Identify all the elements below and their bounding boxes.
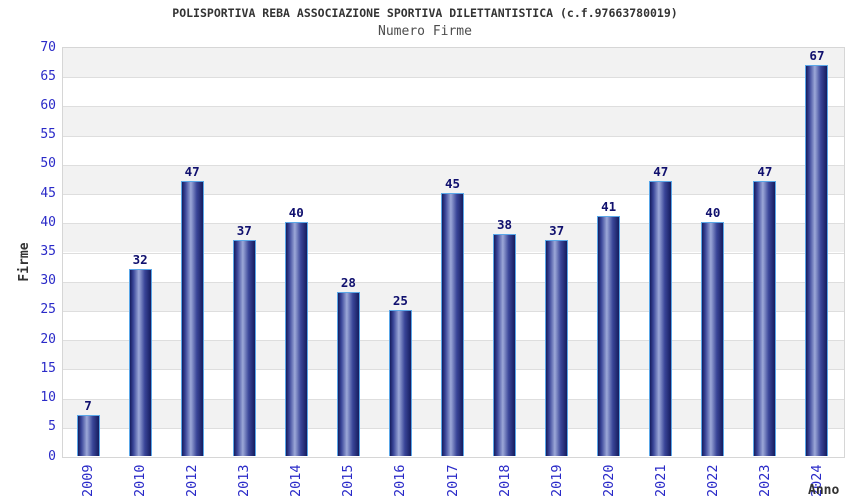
bar-value-label: 25: [392, 292, 408, 308]
bar-value-label: 32: [132, 252, 148, 268]
bar-2019: [545, 239, 569, 456]
x-tick-label: 2019: [548, 464, 565, 497]
bar-value-label: 40: [288, 205, 304, 221]
grid-line: [63, 106, 844, 108]
x-tick-label: 2017: [444, 464, 461, 497]
x-tick-label: 2021: [652, 464, 669, 497]
bar-value-label: 47: [184, 164, 200, 180]
grid-band: [63, 135, 844, 165]
bar-value-label: 47: [757, 164, 773, 180]
y-tick-label: 55: [40, 127, 56, 143]
bar-value-label: 45: [444, 176, 461, 192]
x-tick-label: 2015: [340, 464, 357, 497]
grid-line: [63, 164, 844, 166]
bar-2023: [753, 181, 777, 456]
x-tick-label: 2022: [704, 464, 721, 497]
bar-value-label: 37: [549, 222, 565, 238]
bar-2021: [649, 181, 673, 456]
y-tick-label: 10: [40, 390, 56, 406]
bar-value-label: 40: [705, 205, 721, 221]
bar-value-label: 37: [236, 222, 252, 238]
y-tick-label: 15: [40, 360, 56, 376]
bar-2015: [336, 292, 360, 456]
y-tick-label: 40: [40, 214, 56, 230]
y-tick-label: 5: [48, 419, 56, 435]
bar-2012: [180, 181, 204, 456]
y-tick-label: 65: [40, 68, 56, 84]
x-tick-label: 2014: [288, 464, 305, 497]
x-tick-label: 2020: [600, 464, 617, 497]
y-tick-label: 0: [48, 448, 56, 464]
y-tick-label: 25: [40, 302, 56, 318]
y-tick-label: 60: [40, 97, 56, 113]
bar-value-label: 28: [340, 275, 356, 291]
x-tick-label: 2023: [756, 464, 773, 497]
y-tick-label: 20: [40, 331, 56, 347]
y-axis-title: Firme: [17, 242, 32, 282]
x-tick-label: 2013: [236, 464, 253, 497]
y-tick-label: 50: [40, 156, 56, 172]
bar-2013: [232, 239, 256, 456]
bar-2016: [388, 309, 412, 456]
x-tick-label: 2010: [132, 464, 149, 497]
x-tick-label: 2012: [184, 464, 201, 497]
grid-line: [63, 135, 844, 137]
grid-line: [63, 77, 844, 79]
y-tick-label: 35: [40, 244, 56, 259]
grid-band: [63, 77, 844, 107]
bar-2010: [128, 269, 152, 456]
bar-2024: [805, 64, 829, 456]
bar-2018: [493, 233, 517, 456]
bar-2017: [441, 193, 464, 456]
y-tick-label: 30: [40, 273, 56, 289]
grid-band: [63, 48, 844, 78]
x-tick-label: 2009: [80, 464, 97, 497]
chart-title: POLISPORTIVA REBA ASSOCIAZIONE SPORTIVA …: [172, 6, 678, 20]
x-axis-title: Anno: [808, 483, 840, 498]
bar-value-label: 47: [653, 164, 669, 180]
y-tick-label: 70: [40, 39, 56, 55]
grid-band: [63, 106, 844, 136]
bar-2014: [284, 222, 308, 456]
y-tick-label: 45: [40, 185, 56, 201]
bar-2009: [76, 415, 100, 456]
chart-subtitle: Numero Firme: [378, 24, 472, 39]
x-tick-label: 2018: [496, 464, 513, 497]
bar-2022: [701, 222, 725, 456]
bar-value-label: 67: [809, 47, 825, 63]
bar-value-label: 38: [497, 216, 513, 232]
bar-value-label: 41: [601, 199, 617, 215]
x-tick-label: 2016: [392, 464, 409, 497]
bar-2020: [597, 216, 621, 456]
bar-value-label: 7: [84, 398, 92, 414]
